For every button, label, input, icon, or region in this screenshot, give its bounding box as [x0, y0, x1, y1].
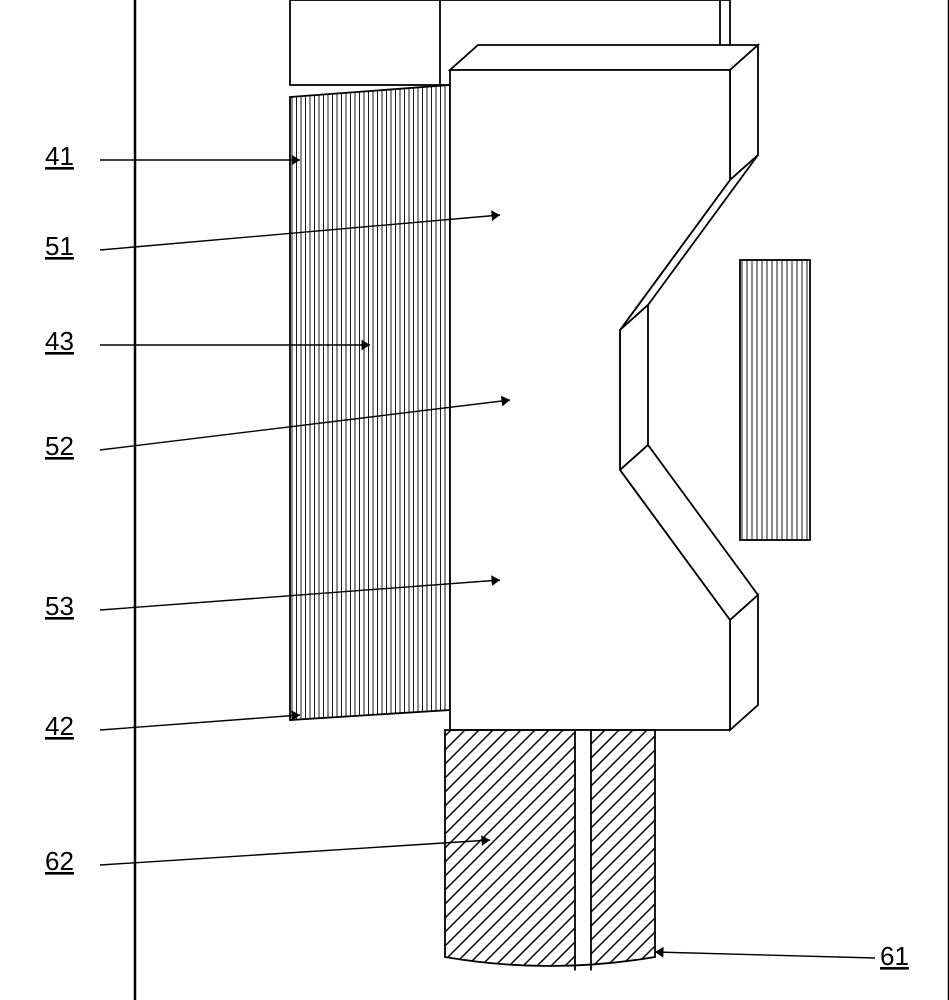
- diagonal-hatched-block: [5, 710, 949, 980]
- hourglass-block: [450, 70, 730, 730]
- leader-52: [100, 400, 510, 450]
- leader-42: [100, 715, 300, 730]
- label-53: 53: [45, 591, 74, 621]
- label-62: 62: [45, 846, 74, 876]
- label-52: 52: [45, 431, 74, 461]
- leader-61: [655, 952, 875, 958]
- label-41: 41: [45, 141, 74, 171]
- label-42: 42: [45, 711, 74, 741]
- leader-62: [100, 840, 490, 865]
- vertical-hatched-block: [292, 80, 450, 725]
- leader-51: [100, 215, 500, 250]
- label-51: 51: [45, 231, 74, 261]
- label-61: 61: [880, 941, 909, 971]
- leader-53: [100, 580, 500, 610]
- label-43: 43: [45, 326, 74, 356]
